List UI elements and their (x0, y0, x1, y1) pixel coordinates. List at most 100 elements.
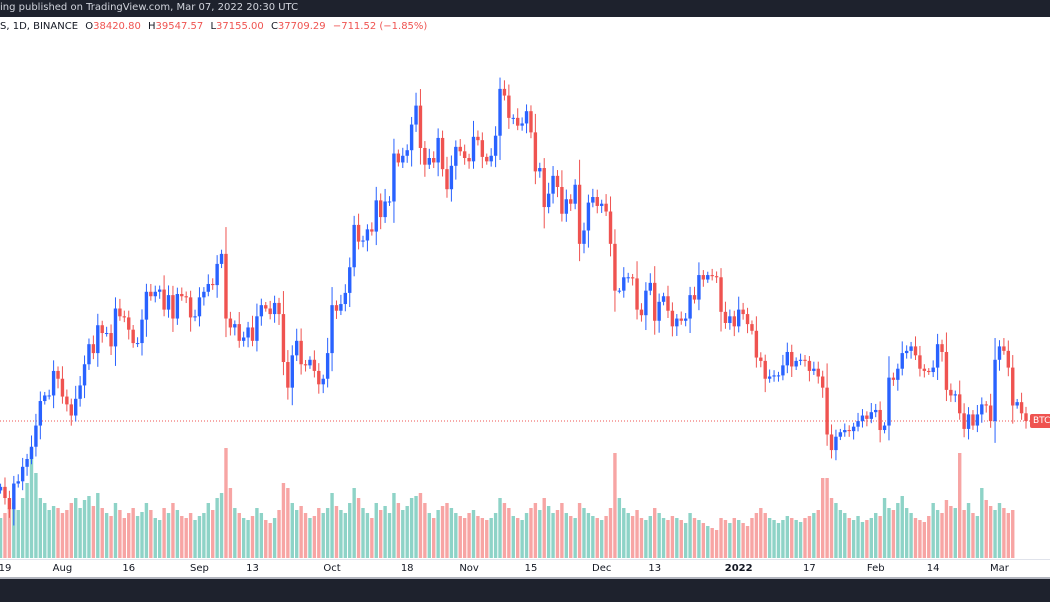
candle-body (767, 376, 772, 379)
volume-bar (303, 513, 308, 558)
last-price-label: BTC (1030, 414, 1050, 428)
candle-body (202, 291, 206, 298)
candle-body (829, 434, 834, 451)
candle-body (493, 135, 498, 156)
volume-bar (966, 503, 971, 558)
volume-bar (759, 508, 763, 558)
candle-body (476, 136, 480, 141)
candle-body (334, 305, 339, 311)
volume-bar (538, 510, 542, 558)
volume-bar (113, 503, 118, 558)
volume-bar (909, 513, 913, 558)
volume-bar (657, 513, 661, 558)
volume-bar (78, 508, 82, 558)
volume-bar (630, 516, 635, 558)
volume-bar (856, 516, 860, 558)
volume-bar (12, 503, 16, 558)
candle-body (613, 243, 617, 291)
candle-body (790, 351, 794, 367)
volume-bar (617, 498, 622, 558)
volume-bar (458, 516, 462, 558)
volume-bar (339, 510, 343, 558)
candle-body (34, 425, 38, 447)
time-tick-label: 17 (803, 563, 816, 574)
volume-bar (728, 523, 732, 558)
candle-body (617, 290, 622, 292)
candle-body (719, 277, 723, 312)
time-axis[interactable]: 19 Aug 16 Sep 13 Oct 18 Nov 15 Dec 13 2022 17 Feb 14 Ma… (0, 559, 1050, 578)
candle-body (785, 351, 790, 366)
volume-bar (807, 516, 812, 558)
volume-bar (551, 513, 555, 558)
candle-body (118, 308, 122, 317)
candle-body (135, 343, 140, 345)
price-chart[interactable] (0, 17, 1050, 559)
volume-bar (732, 518, 736, 558)
candle-body (60, 378, 65, 397)
volume-bar (874, 513, 878, 558)
candle-body (489, 155, 493, 162)
volume-bar (3, 513, 7, 558)
volume-bar (829, 498, 834, 558)
candle-body (264, 305, 268, 309)
candle-body (679, 318, 683, 321)
volume-bar (409, 498, 414, 558)
volume-bar (131, 508, 135, 558)
time-tick-label: Feb (866, 563, 885, 574)
candle-body (162, 289, 166, 310)
candle-body (701, 275, 706, 280)
volume-bar (798, 522, 803, 558)
candle-body (471, 136, 476, 162)
volume-bar (847, 518, 851, 558)
candle-body (405, 150, 409, 156)
ohlc-legend: S, 1D, BINANCE O38420.80 H39547.57 L3715… (0, 21, 431, 32)
candle-body (807, 360, 812, 371)
candle-body (692, 295, 697, 300)
candle-body (896, 368, 900, 380)
candle-body (396, 153, 401, 163)
candle-body (3, 486, 7, 499)
volume-bar (215, 498, 219, 558)
candle-body (211, 283, 215, 286)
volume-bar (984, 500, 988, 558)
volume-bar (489, 518, 493, 558)
candle-body (754, 330, 759, 358)
volume-bar (356, 498, 361, 558)
volume-bar (834, 503, 838, 558)
candle-body (511, 117, 515, 119)
volume-bar (529, 508, 533, 558)
candle-body (918, 355, 922, 369)
time-tick-label: Dec (591, 563, 612, 574)
candle-body (953, 394, 957, 396)
volume-bar (869, 518, 873, 558)
volume-bar (533, 503, 538, 558)
volume-bar (794, 520, 798, 558)
low-value: L37155.00 (210, 21, 264, 32)
volume-bar (109, 516, 113, 558)
volume-bar (476, 516, 480, 558)
volume-bar (405, 506, 409, 558)
volume-bar (299, 506, 303, 558)
candle-body (661, 296, 666, 302)
candle-body (595, 197, 599, 206)
volume-bar (378, 510, 383, 558)
candle-body (432, 158, 436, 163)
volume-bar (118, 510, 122, 558)
candle-body (988, 405, 993, 422)
candle-body (7, 498, 12, 510)
candle-body (856, 421, 860, 427)
volume-bar (958, 453, 962, 558)
candle-body (971, 414, 975, 426)
candle-body (958, 394, 962, 414)
time-tick-label: Oct (323, 563, 341, 574)
volume-bar (365, 513, 370, 558)
candle-body (591, 197, 595, 203)
time-tick-label: 2022 (724, 563, 753, 574)
candle-body (1024, 413, 1028, 422)
candle-body (392, 153, 396, 202)
volume-bar (502, 503, 507, 558)
candle-body (657, 301, 661, 321)
volume-bar (904, 508, 909, 558)
candle-body (418, 105, 423, 148)
candle-body (1006, 350, 1011, 368)
